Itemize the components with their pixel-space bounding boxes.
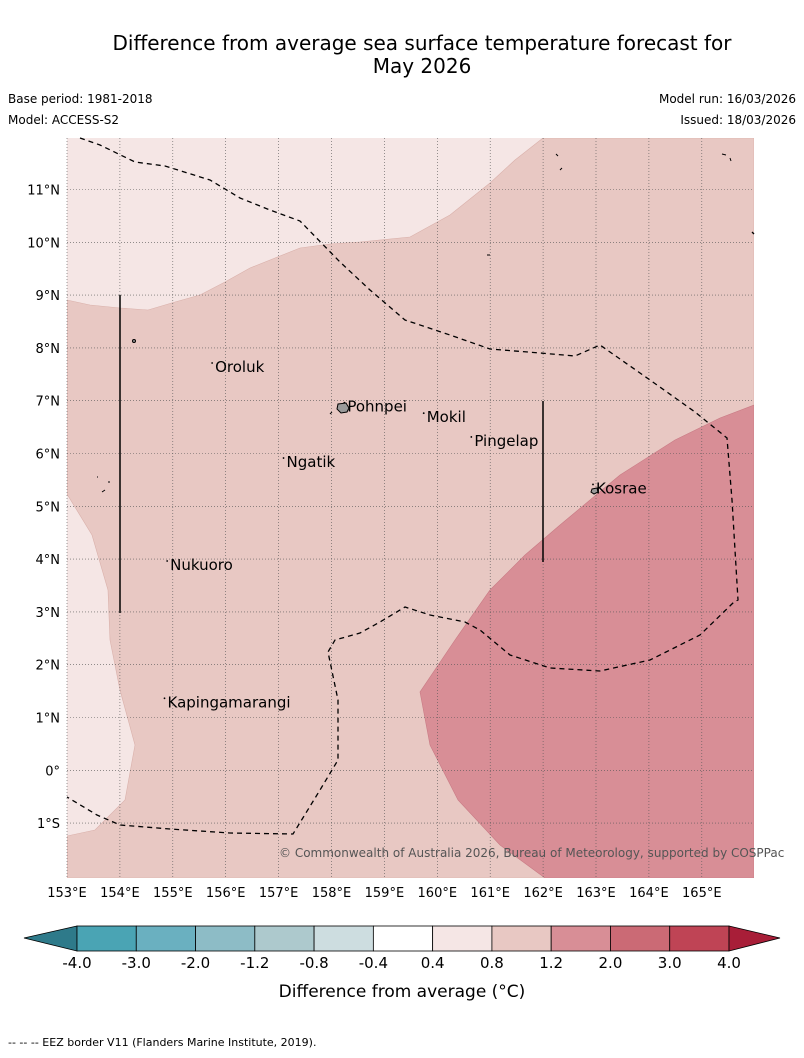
colorbar-segment: [313, 925, 374, 952]
longitude-tick-label: 159°E: [365, 886, 405, 901]
longitude-tick-label: 155°E: [153, 886, 193, 901]
longitude-labels: 153°E 154°E 155°E 156°E 157°E 158°E 159°E 160°E…: [47, 886, 721, 901]
latitude-tick-label: 1°N: [36, 712, 61, 727]
base-period: Base period: 1981-2018: [8, 92, 153, 106]
longitude-tick-label: 161°E: [470, 886, 510, 901]
copyright-text: © Commonwealth of Australia 2026, Bureau…: [279, 846, 784, 860]
longitude-tick-label: 154°E: [100, 886, 140, 901]
place-label: Mokil: [427, 408, 466, 426]
latitude-tick-label: 11°N: [27, 184, 60, 199]
colorbar-segment: [669, 925, 730, 952]
title-line-2: May 2026: [372, 54, 472, 78]
colorbar-tick-label: 2.0: [599, 954, 623, 972]
longitude-tick-label: 162°E: [523, 886, 563, 901]
islet-shape: [132, 339, 136, 343]
colorbar-over-arrow: [728, 925, 781, 952]
place-label: Nukuoro: [170, 556, 233, 574]
colorbar-segment: [76, 925, 137, 952]
eez-line-east-edge: [751, 231, 755, 235]
colorbar-segment: [372, 925, 434, 952]
colorbar-tick-label: 4.0: [717, 954, 741, 972]
map-area: [67, 138, 754, 878]
colorbar-segment: [610, 925, 671, 952]
colorbar-under-arrow: [23, 925, 78, 952]
colorbar-segment: [550, 925, 611, 952]
longitude-tick-label: 160°E: [418, 886, 458, 901]
latitude-labels: 11°N 10°N 9°N 8°N 7°N 6°N 5°N 4°N 3°N 2°N 1°N 0° 1°S: [27, 184, 60, 833]
colorbar-tick-label: 0.8: [480, 954, 504, 972]
islet-shape: [97, 476, 110, 493]
place-marker: [166, 560, 169, 562]
colorbar-segment: [491, 925, 552, 952]
title-line-1: Difference from average sea surface temp…: [112, 31, 732, 55]
colorbar-segment: [432, 925, 493, 952]
latitude-tick-label: 2°N: [36, 659, 61, 674]
eez-line-north: [66, 137, 739, 835]
colorbar-segment: [254, 925, 315, 952]
place-marker: [211, 362, 214, 364]
place-marker: [592, 483, 594, 486]
colorbar-label: Difference from average (°C): [279, 982, 526, 1002]
place-label: Kosrae: [596, 479, 647, 497]
eez-border: [66, 137, 755, 835]
longitude-tick-label: 163°E: [576, 886, 616, 901]
colorbar-segment: [135, 925, 196, 952]
place-label: Oroluk: [215, 358, 264, 376]
place-marker: [422, 412, 425, 415]
anomaly-band-1p2-2p0: [419, 404, 754, 878]
colorbar-segment: [195, 925, 256, 952]
issued-date: Issued: 18/03/2026: [680, 113, 796, 127]
place-marker: [470, 436, 473, 438]
place-label: Kapingamarangi: [168, 693, 291, 711]
colorbar-tick-label: -4.0: [62, 954, 91, 972]
place-labels: Oroluk Pohnpei Mokil Pingelap Ngatik Kosrae Nu…: [163, 358, 647, 711]
longitude-tick-label: 157°E: [259, 886, 299, 901]
latitude-tick-label: 10°N: [27, 236, 60, 251]
islands: [97, 153, 732, 495]
place-label: Pohnpei: [347, 398, 407, 416]
colorbar-tick-label: -3.0: [122, 954, 151, 972]
pohnpei-island-shape: [336, 402, 350, 414]
place-label: Ngatik: [287, 453, 336, 471]
latitude-tick-label: 3°N: [36, 606, 61, 621]
latitude-tick-label: 8°N: [36, 342, 61, 357]
colorbar-tick-label: 1.2: [539, 954, 563, 972]
place-marker: [163, 697, 166, 700]
latitude-tick-label: 6°N: [36, 448, 61, 463]
longitude-tick-label: 153°E: [47, 886, 87, 901]
model-name: Model: ACCESS-S2: [8, 113, 120, 127]
latitude-tick-label: 9°N: [36, 289, 61, 304]
latitude-tick-label: 1°S: [37, 817, 60, 832]
latitude-tick-label: 5°N: [36, 500, 61, 515]
place-label: Pingelap: [474, 432, 538, 450]
colorbar: -4.0 -3.0 -2.0 -1.2 -0.8 -0.4 0.4 0.8 1.2 2.0 3.0 4…: [23, 925, 781, 972]
longitude-tick-label: 164°E: [629, 886, 669, 901]
latitude-tick-label: 0°: [45, 764, 60, 779]
kosrae-island-shape: [590, 487, 599, 495]
latitude-tick-label: 7°N: [36, 395, 61, 410]
colorbar-tick-label: -2.0: [181, 954, 210, 972]
plot-frame: [119, 295, 544, 613]
longitude-tick-label: 158°E: [312, 886, 352, 901]
latitude-tick-label: 4°N: [36, 553, 61, 568]
islet-shape: [329, 153, 732, 415]
colorbar-tick-label: -0.8: [299, 954, 328, 972]
longitude-tick-label: 165°E: [682, 886, 722, 901]
colorbar-tick-label: -0.4: [359, 954, 388, 972]
colorbar-tick-label: -1.2: [240, 954, 269, 972]
longitude-tick-label: 156°E: [206, 886, 246, 901]
footer-note: -- -- -- EEZ border V11 (Flanders Marine…: [8, 1036, 317, 1049]
model-run: Model run: 16/03/2026: [658, 92, 796, 106]
place-marker: [282, 457, 285, 459]
colorbar-tick-label: 3.0: [658, 954, 682, 972]
colorbar-tick-label: 0.4: [421, 954, 445, 972]
chart-title: Difference from average sea surface temp…: [40, 32, 804, 78]
place-marker: [343, 401, 346, 404]
